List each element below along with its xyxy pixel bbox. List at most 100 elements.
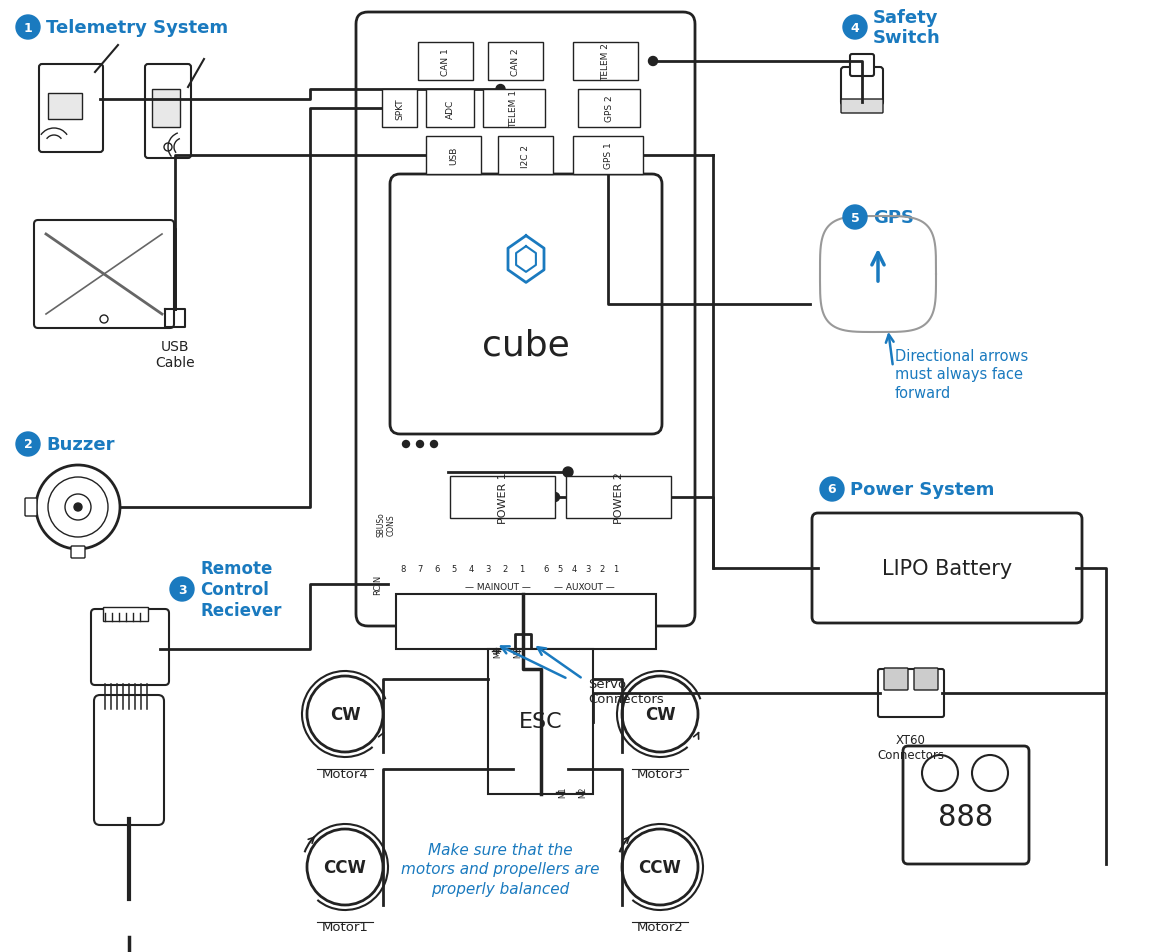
FancyBboxPatch shape [48,94,82,120]
FancyBboxPatch shape [103,607,148,622]
Text: 5: 5 [851,211,859,225]
Text: 888: 888 [939,803,994,832]
FancyBboxPatch shape [425,89,473,128]
FancyBboxPatch shape [573,43,638,81]
FancyBboxPatch shape [884,668,908,690]
Text: ESC: ESC [519,712,563,732]
Text: — AUXOUT —: — AUXOUT — [553,583,614,592]
Text: Remote
Control
Reciever: Remote Control Reciever [200,560,281,619]
Text: 3: 3 [485,565,491,574]
Text: CW: CW [329,705,360,724]
Circle shape [430,441,437,448]
FancyBboxPatch shape [498,137,553,175]
Circle shape [563,467,573,478]
Text: USB: USB [449,147,458,165]
FancyBboxPatch shape [382,89,417,128]
Text: 7: 7 [417,565,423,574]
Text: 4: 4 [851,22,859,34]
Text: GPS 1: GPS 1 [604,143,613,169]
Text: XT60
Connectors: XT60 Connectors [878,733,945,762]
Text: 3: 3 [585,565,591,574]
FancyBboxPatch shape [573,137,643,175]
Circle shape [430,425,437,432]
FancyBboxPatch shape [418,43,473,81]
FancyBboxPatch shape [488,649,593,794]
Polygon shape [820,217,936,332]
Text: ADC: ADC [445,99,455,118]
FancyBboxPatch shape [356,13,695,626]
Text: CAN 2: CAN 2 [511,49,520,76]
Circle shape [551,493,559,502]
Text: LIPO Battery: LIPO Battery [881,559,1013,579]
Circle shape [604,151,613,160]
Text: 8: 8 [401,565,406,574]
Text: Buzzer: Buzzer [46,436,115,453]
Circle shape [74,504,82,511]
Text: cube: cube [482,327,570,362]
Circle shape [402,441,409,448]
FancyBboxPatch shape [91,609,169,685]
Circle shape [496,86,505,94]
Text: 5: 5 [558,565,563,574]
Text: 2: 2 [599,565,605,574]
FancyBboxPatch shape [566,477,672,519]
Text: M4: M4 [493,645,503,657]
Circle shape [648,57,657,67]
Text: Telemetry System: Telemetry System [46,19,229,37]
FancyBboxPatch shape [850,55,874,77]
Circle shape [402,425,409,432]
Text: Safety
Switch: Safety Switch [873,9,941,48]
Text: 3: 3 [178,583,186,596]
FancyBboxPatch shape [914,668,938,690]
Text: 4: 4 [572,565,577,574]
Text: Directional arrows
must always face
forward: Directional arrows must always face forw… [895,348,1028,401]
Text: Motor3: Motor3 [636,767,683,781]
Text: M1: M1 [559,786,567,798]
Text: 1: 1 [519,565,525,574]
FancyBboxPatch shape [878,669,943,717]
FancyBboxPatch shape [488,43,543,81]
Text: CCW: CCW [323,858,367,876]
Circle shape [416,441,423,448]
Text: TELEM 1: TELEM 1 [510,89,518,128]
Circle shape [416,425,423,432]
Circle shape [843,16,867,40]
FancyBboxPatch shape [145,65,191,159]
Text: POWER 1: POWER 1 [497,471,507,524]
Text: 2: 2 [23,438,33,451]
Text: GPS: GPS [873,208,914,227]
FancyBboxPatch shape [25,499,38,516]
Text: 2: 2 [503,565,507,574]
Circle shape [843,206,867,229]
Circle shape [820,478,844,502]
Text: 6: 6 [435,565,440,574]
Text: CAN 1: CAN 1 [441,48,450,76]
Text: RCIN: RCIN [374,574,382,594]
Text: Power System: Power System [850,481,994,499]
Text: SBUSo
CONS: SBUSo CONS [376,512,396,537]
Circle shape [170,578,195,602]
Text: 6: 6 [544,565,548,574]
FancyBboxPatch shape [841,100,883,114]
Text: 1: 1 [23,22,33,34]
FancyBboxPatch shape [34,221,173,328]
Text: 6: 6 [827,483,837,496]
FancyBboxPatch shape [94,695,164,825]
Text: Make sure that the
motors and propellers are
properly balanced: Make sure that the motors and propellers… [401,842,599,897]
Text: Motor2: Motor2 [636,921,683,934]
Text: 4: 4 [469,565,473,574]
Circle shape [16,16,40,40]
FancyBboxPatch shape [71,546,86,559]
Text: 1: 1 [613,565,619,574]
Circle shape [449,151,458,160]
FancyBboxPatch shape [812,513,1082,624]
FancyBboxPatch shape [483,89,545,128]
Text: POWER 2: POWER 2 [613,471,624,524]
Text: Motor4: Motor4 [321,767,368,781]
Text: M3: M3 [513,645,523,657]
Circle shape [16,432,40,457]
FancyBboxPatch shape [902,746,1029,864]
Text: Motor1: Motor1 [321,921,368,934]
FancyBboxPatch shape [578,89,640,128]
Text: USB
Cable: USB Cable [155,340,195,369]
